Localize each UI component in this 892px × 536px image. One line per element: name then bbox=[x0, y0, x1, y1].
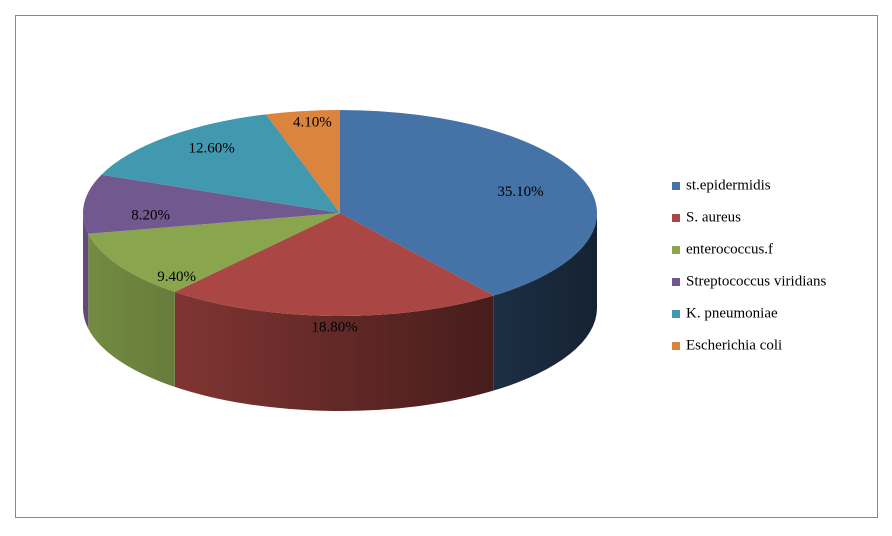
legend-swatch bbox=[672, 310, 680, 318]
legend-label: Streptococcus viridians bbox=[686, 273, 827, 289]
slice bbox=[101, 114, 340, 213]
slice bbox=[340, 110, 597, 296]
data-label: 8.20% bbox=[131, 207, 170, 223]
slice bbox=[83, 174, 341, 234]
legend-swatch bbox=[672, 278, 680, 286]
legend-swatch bbox=[672, 214, 680, 222]
legend-label: enterococcus.f bbox=[686, 241, 773, 257]
slice bbox=[265, 110, 340, 213]
slice bbox=[88, 213, 340, 292]
data-label: 35.10% bbox=[497, 184, 543, 200]
slice-side bbox=[83, 213, 89, 329]
slice-side bbox=[493, 213, 597, 391]
slice bbox=[174, 213, 494, 316]
data-label: 9.40% bbox=[157, 269, 196, 285]
slice-side bbox=[174, 291, 494, 411]
legend-label: S. aureus bbox=[686, 209, 741, 225]
slice-side bbox=[88, 233, 175, 387]
data-label: 18.80% bbox=[311, 319, 357, 335]
legend-swatch bbox=[672, 246, 680, 254]
data-label: 12.60% bbox=[189, 140, 235, 156]
legend-label: st.epidermidis bbox=[686, 177, 771, 193]
data-label: 4.10% bbox=[293, 115, 332, 131]
legend-swatch bbox=[672, 182, 680, 190]
legend-label: Escherichia coli bbox=[686, 337, 782, 353]
legend-label: K. pneumoniae bbox=[686, 305, 778, 321]
legend-swatch bbox=[672, 342, 680, 350]
